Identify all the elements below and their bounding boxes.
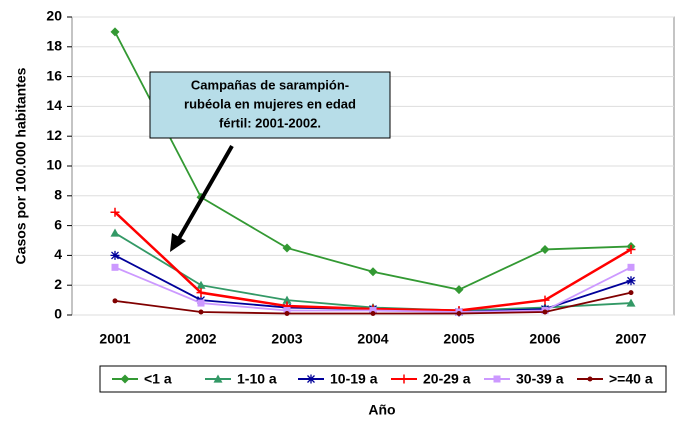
annotation-text: fértil: 2001-2002. (219, 115, 321, 130)
point (368, 267, 378, 277)
annotation-text: Campañas de sarampión- (191, 77, 349, 92)
point (110, 228, 120, 237)
point (110, 207, 120, 217)
x-tick-label: 2007 (615, 331, 646, 347)
x-axis-label: Año (368, 402, 395, 418)
legend-marker (399, 374, 409, 384)
annotation-box (149, 71, 391, 139)
point (540, 295, 550, 305)
y-tick-label: 6 (54, 216, 62, 232)
legend-label: <1 a (144, 371, 172, 387)
y-tick-label: 0 (54, 306, 62, 322)
y-tick-label: 4 (54, 246, 62, 262)
y-tick-label: 14 (46, 97, 62, 113)
x-tick-label: 2003 (271, 331, 302, 347)
y-tick-label: 8 (54, 187, 62, 203)
point (198, 309, 204, 315)
point (110, 250, 120, 260)
point (284, 311, 290, 317)
point (282, 295, 292, 304)
legend-label: 1-10 a (237, 371, 277, 387)
point (369, 307, 377, 315)
y-axis-label: Casos por 100.000 habitantes (13, 67, 29, 264)
legend-label: 20-29 a (423, 371, 471, 387)
point (454, 285, 464, 295)
y-tick-label: 16 (46, 67, 62, 83)
point (626, 244, 636, 254)
legend-marker (213, 374, 223, 383)
legend-marker (587, 376, 593, 382)
y-tick-label: 20 (46, 8, 62, 24)
x-tick-label: 2001 (99, 331, 130, 347)
point (626, 298, 636, 307)
point (456, 311, 462, 317)
point (282, 243, 292, 253)
y-tick-label: 2 (54, 276, 62, 292)
y-tick-label: 18 (46, 38, 62, 54)
legend-label: >=40 a (609, 371, 653, 387)
point (542, 309, 548, 315)
point (197, 299, 205, 307)
legend-marker (120, 374, 130, 384)
annotation-text: rubéola en mujeres en edad (184, 96, 356, 111)
x-tick-label: 2004 (357, 331, 388, 347)
legend-label: 30-39 a (516, 371, 564, 387)
point (626, 276, 636, 286)
point (112, 298, 118, 304)
point (370, 311, 376, 317)
y-tick-label: 12 (46, 127, 62, 143)
point (111, 263, 119, 271)
x-tick-label: 2002 (185, 331, 216, 347)
y-tick-label: 10 (46, 157, 62, 173)
point (196, 288, 206, 298)
x-tick-label: 2005 (443, 331, 474, 347)
point (196, 280, 206, 289)
point (110, 27, 120, 37)
annotation-arrow (176, 145, 234, 241)
legend-marker (493, 375, 501, 383)
series-line (114, 31, 632, 291)
point (540, 244, 550, 254)
legend-label: 10-19 a (330, 371, 378, 387)
legend (99, 365, 667, 393)
point (283, 307, 291, 315)
point (627, 263, 635, 271)
legend-marker (306, 374, 316, 384)
arrow-head (170, 233, 186, 252)
point (628, 290, 634, 296)
x-tick-label: 2006 (529, 331, 560, 347)
